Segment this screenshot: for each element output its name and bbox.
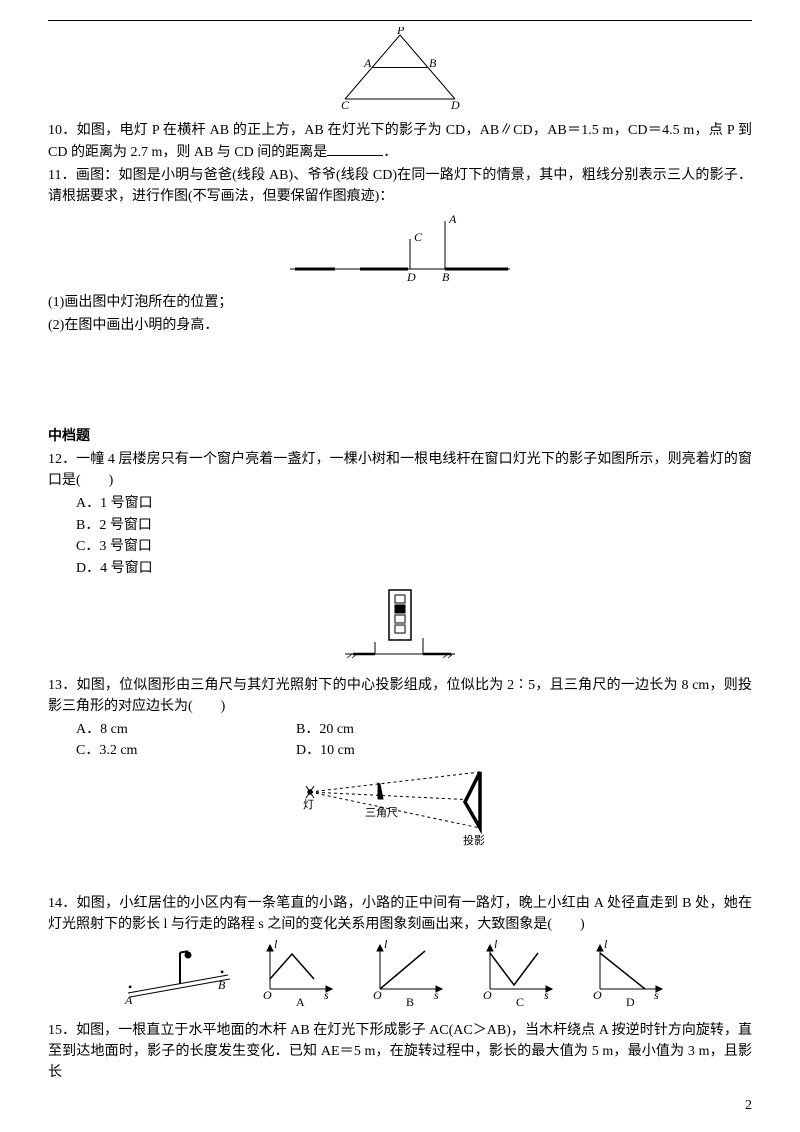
p10-text-a: 10．如图，电灯 P 在横杆 AB 的正上方，AB 在灯光下的影子为 CD，AB… bbox=[48, 123, 752, 160]
gD-O: O bbox=[593, 988, 602, 1002]
p12-opt-D: D．4 号窗口 bbox=[76, 558, 752, 580]
svg-text:•: • bbox=[220, 965, 224, 979]
gB-l: l bbox=[384, 939, 388, 951]
gB-O: O bbox=[373, 988, 382, 1002]
problem-11: 11．画图：如图是小明与爸爸(线段 AB)、爷爷(线段 CD)在同一路灯下的情景… bbox=[48, 165, 752, 207]
label-A: A bbox=[363, 56, 372, 70]
p12-opt-B: B．2 号窗口 bbox=[76, 515, 752, 537]
gA-l: l bbox=[274, 939, 278, 951]
fig-p11: C A D B bbox=[48, 211, 752, 286]
gA-s: s bbox=[324, 988, 329, 1002]
opt-C-label: C bbox=[516, 995, 524, 1009]
p13-opt-B: B．20 cm bbox=[296, 719, 516, 741]
label-B: B bbox=[442, 270, 450, 281]
label-ruler: 三角尺 bbox=[365, 806, 398, 819]
label-C: C bbox=[341, 98, 350, 109]
problem-13: 13．如图，位似图形由三角尺与其灯光照射下的中心投影组成，位似比为 2∶5，且三… bbox=[48, 675, 752, 717]
scene-B: B bbox=[218, 978, 226, 992]
problem-10: 10．如图，电灯 P 在横杆 AB 的正上方，AB 在灯光下的影子为 CD，AB… bbox=[48, 120, 752, 163]
fig-p13: 灯 三角尺 投影 bbox=[48, 766, 752, 861]
scene-A: A bbox=[124, 993, 133, 1007]
p12-options: A．1 号窗口 B．2 号窗口 C．3 号窗口 D．4 号窗口 bbox=[48, 493, 752, 580]
fig-p10: P A B C D bbox=[48, 27, 752, 114]
problem-14: 14．如图，小红居住的小区内有一条笔直的小路，小路的正中间有一路灯，晚上小红由 … bbox=[48, 893, 752, 935]
p13-opt-A: A．8 cm bbox=[76, 719, 296, 741]
top-rule bbox=[48, 20, 752, 21]
label-C: C bbox=[414, 230, 423, 244]
label-P: P bbox=[396, 27, 405, 37]
label-A: A bbox=[448, 212, 457, 226]
label-proj: 投影 bbox=[463, 833, 485, 847]
p12-opt-C: C．3 号窗口 bbox=[76, 536, 752, 558]
gB-s: s bbox=[434, 988, 439, 1002]
opt-D-label: D bbox=[626, 995, 635, 1009]
gC-O: O bbox=[483, 988, 492, 1002]
p11-sub1: (1)画出图中灯泡所在的位置； bbox=[48, 292, 752, 313]
label-B: B bbox=[429, 56, 437, 70]
gD-l: l bbox=[604, 939, 608, 951]
fig-p14: • • A B l O s A bbox=[48, 939, 752, 1014]
fig-p12 bbox=[48, 584, 752, 669]
opt-A-label: A bbox=[296, 995, 305, 1009]
section-mid-title: 中档题 bbox=[48, 426, 752, 447]
gD-s: s bbox=[654, 988, 659, 1002]
gA-O: O bbox=[263, 988, 272, 1002]
gC-s: s bbox=[544, 988, 549, 1002]
p13-options: A．8 cm B．20 cm C．3.2 cm D．10 cm bbox=[48, 719, 752, 762]
label-D: D bbox=[450, 98, 460, 109]
svg-text:•: • bbox=[128, 980, 132, 994]
label-lamp: 灯 bbox=[303, 798, 314, 811]
opt-B-label: B bbox=[406, 995, 414, 1009]
problem-15: 15．如图，一根直立于水平地面的木杆 AB 在灯光下形成影子 AC(AC＞AB)… bbox=[48, 1020, 752, 1083]
p10-blank bbox=[327, 141, 383, 156]
p13-opt-C: C．3.2 cm bbox=[76, 740, 296, 762]
p11-sub2: (2)在图中画出小明的身高． bbox=[48, 315, 752, 336]
page-number: 2 bbox=[745, 1098, 752, 1114]
p13-opt-D: D．10 cm bbox=[296, 740, 516, 762]
p10-text-b: ． bbox=[383, 145, 397, 160]
gC-l: l bbox=[494, 939, 498, 951]
problem-12: 12．一幢 4 层楼房只有一个窗户亮着一盏灯，一棵小树和一根电线杆在窗口灯光下的… bbox=[48, 449, 752, 491]
p12-opt-A: A．1 号窗口 bbox=[76, 493, 752, 515]
label-D: D bbox=[406, 270, 416, 281]
